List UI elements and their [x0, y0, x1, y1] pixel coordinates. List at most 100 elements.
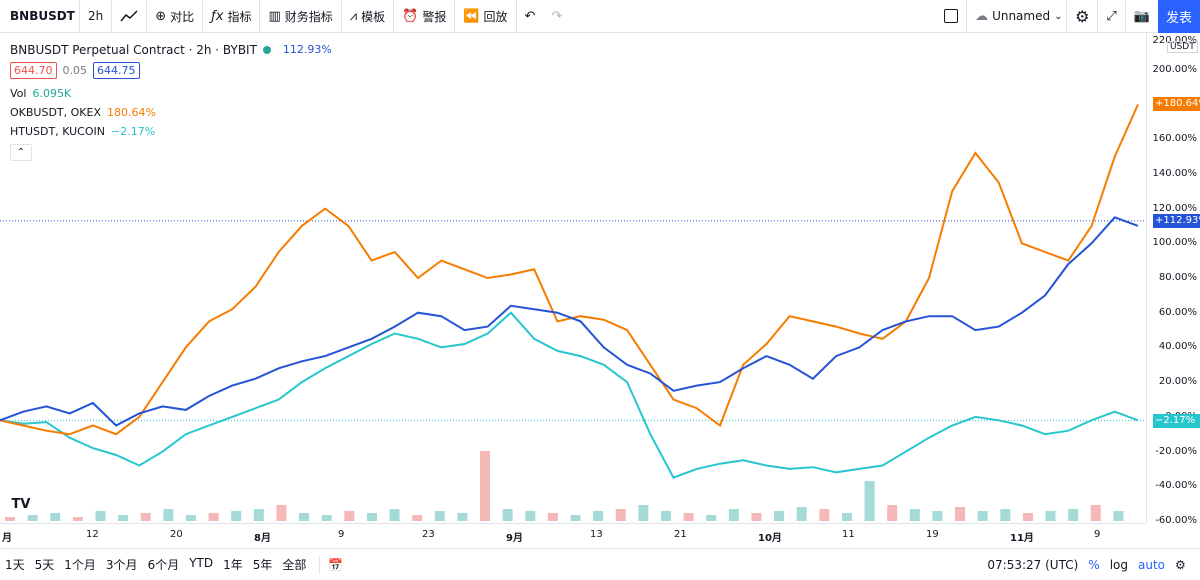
price-scale-tick: -20.00% — [1155, 445, 1197, 457]
line-chart-icon — [120, 10, 138, 22]
percent-scale-toggle[interactable]: % — [1088, 557, 1100, 572]
redo-button[interactable]: ↷ — [543, 0, 570, 33]
range-button[interactable]: 1年 — [223, 558, 243, 572]
alarm-clock-icon: ⏰ — [402, 8, 419, 24]
financials-button[interactable]: ▥ 财务指标 — [260, 0, 342, 33]
camera-icon: 📷 — [1133, 8, 1150, 24]
volume-bar — [932, 511, 943, 521]
volume-bar — [796, 507, 807, 521]
range-button[interactable]: 5天 — [34, 558, 55, 572]
volume-bar — [321, 515, 332, 521]
volume-bar — [1000, 509, 1011, 521]
volume-value: 6.095K — [32, 87, 72, 100]
volume-bar — [660, 511, 671, 521]
volume-bar — [185, 515, 196, 521]
financials-label: 财务指标 — [284, 9, 333, 24]
templates-button[interactable]: ⩘ 模板 — [342, 0, 395, 33]
chart-type-button[interactable] — [112, 0, 148, 33]
auto-scale-toggle[interactable]: auto — [1137, 557, 1165, 572]
volume-bar — [72, 517, 83, 521]
volume-bar — [276, 505, 287, 521]
chart-pane[interactable] — [0, 33, 1146, 523]
compare-button[interactable]: ⊕ 对比 — [147, 0, 204, 33]
layout-name: Unnamed — [992, 9, 1051, 23]
ht-price-badge: −2.17% — [1153, 414, 1200, 428]
volume-bar — [728, 509, 739, 521]
log-scale-toggle[interactable]: log — [1109, 557, 1128, 572]
price-scale-tick: 200.00% — [1152, 63, 1198, 75]
chart-settings-button[interactable]: ⚙ — [1170, 558, 1200, 572]
volume-bar — [955, 507, 966, 521]
price-chart — [0, 103, 1146, 521]
symbol-title: BNBUSDT Perpetual Contract · 2h · BYBIT — [10, 42, 257, 57]
volume-bar — [253, 509, 264, 521]
indicators-button[interactable]: ƒx 指标 — [203, 0, 261, 33]
volume-bar — [615, 509, 626, 521]
date-range-separator — [319, 555, 321, 574]
volume-bar — [751, 513, 762, 521]
volume-bar — [140, 513, 151, 521]
time-axis-tick: 23 — [422, 529, 435, 540]
fullscreen-toggle[interactable] — [936, 0, 968, 33]
bottom-toolbar: 1天 5天 1个月 3个月 6个月 YTD 1年 5年 全部 📅 07:53:27 (UTC) … — [0, 548, 1200, 580]
symbol-search[interactable]: BNBUSDT — [0, 0, 80, 33]
volume-bar — [231, 511, 242, 521]
layout-menu[interactable]: ☁ Unnamed ⌄ — [967, 0, 1068, 33]
range-button[interactable]: 1个月 — [64, 558, 96, 572]
indicators-label: 指标 — [227, 9, 252, 24]
market-status-icon — [262, 45, 271, 54]
publish-button[interactable]: 发表 — [1158, 0, 1200, 33]
price-scale-tick: 120.00% — [1152, 202, 1198, 214]
okbusdt-series-line — [0, 103, 1139, 436]
undo-button[interactable]: ↶ — [517, 0, 544, 33]
volume-bar — [683, 513, 694, 521]
bid-price[interactable]: 644.70 — [10, 62, 57, 79]
expand-button[interactable]: ⤢ — [1098, 0, 1126, 33]
range-button[interactable]: 6个月 — [147, 558, 180, 572]
volume-bar — [774, 511, 785, 521]
legend-collapse-button[interactable]: ⌃ — [10, 144, 32, 161]
volume-bar — [570, 515, 581, 521]
volume-label: Vol — [10, 87, 27, 100]
volume-bar — [5, 517, 15, 521]
bar-chart-icon: ▥ — [268, 8, 281, 24]
volume-bar — [841, 513, 852, 521]
htusdt-series-line — [0, 311, 1139, 479]
clock[interactable]: 07:53:27 (UTC) — [987, 557, 1079, 572]
volume-bar — [1068, 509, 1079, 521]
settings-button[interactable]: ⚙ — [1067, 0, 1099, 33]
volume-bar — [887, 505, 898, 521]
range-button[interactable]: 3个月 — [105, 558, 138, 572]
calendar-icon: 📅 — [328, 557, 344, 572]
replay-label: 回放 — [483, 9, 508, 24]
gear-icon: ⚙ — [1175, 557, 1186, 572]
time-axis-tick: 9 — [1094, 529, 1101, 540]
price-scale-tick: 40.00% — [1158, 341, 1197, 353]
alert-button[interactable]: ⏰ 警报 — [394, 0, 456, 33]
replay-button[interactable]: ⏪ 回放 — [455, 0, 517, 33]
interval-button[interactable]: 2h — [80, 0, 113, 33]
undo-icon: ↶ — [524, 8, 536, 24]
time-axis-tick: 19 — [926, 529, 939, 540]
templates-label: 模板 — [361, 9, 386, 24]
range-button[interactable]: 1天 — [5, 558, 25, 572]
range-button[interactable]: 全部 — [282, 558, 307, 572]
volume-bar — [299, 513, 310, 521]
time-axis-tick: 13 — [590, 529, 603, 540]
volume-bar — [480, 451, 491, 521]
alert-label: 警报 — [422, 9, 447, 24]
range-button[interactable]: YTD — [189, 556, 214, 570]
time-axis[interactable]: 月 12 20 8月 9 23 9月 13 21 10月 11 19 11月 9 — [0, 523, 1146, 545]
price-scale[interactable]: 220.00%200.00%180.00%160.00%140.00%120.0… — [1146, 33, 1200, 526]
range-button[interactable]: 5年 — [252, 558, 273, 572]
plus-circle-icon: ⊕ — [155, 8, 167, 24]
cloud-icon: ☁ — [975, 8, 989, 24]
goto-date-button[interactable]: 📅 — [328, 558, 343, 572]
currency-label[interactable]: USDT — [1167, 41, 1198, 53]
symbol-change: 112.93% — [282, 43, 332, 56]
tradingview-logo[interactable]: TV — [8, 494, 34, 514]
expand-icon: ⤢ — [1106, 8, 1117, 24]
ask-price[interactable]: 644.75 — [93, 62, 140, 79]
volume-bar — [50, 513, 61, 521]
snapshot-button[interactable]: 📷 — [1126, 0, 1158, 33]
